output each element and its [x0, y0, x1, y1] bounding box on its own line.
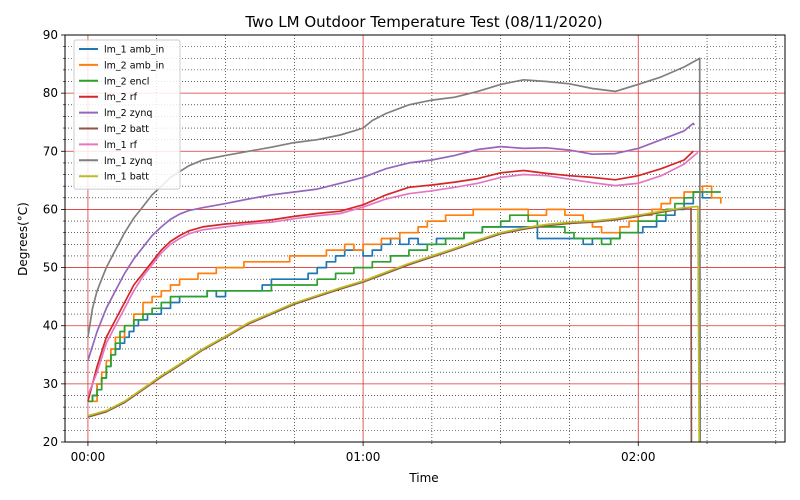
y-tick-label: 70 — [43, 144, 58, 158]
legend: lm_1 amb_in lm_2 amb_in lm_2 encl lm_2 rf lm… — [73, 39, 181, 190]
legend-label: lm_1 amb_in — [104, 45, 164, 56]
legend-label: lm_2 rf — [104, 92, 138, 103]
legend-label: lm_2 batt — [104, 124, 149, 135]
y-tick-label: 20 — [43, 435, 58, 449]
legend-label: lm_1 rf — [104, 140, 138, 151]
legend-label: lm_1 zynq — [104, 156, 152, 167]
legend-label: lm_1 batt — [104, 172, 149, 183]
series-line-lm-2-amb-in — [87, 185, 722, 403]
series-line-lm-1-batt — [87, 205, 701, 443]
series-line-lm-1-zynq — [87, 57, 702, 443]
y-tick-label: 90 — [43, 28, 58, 42]
y-axis-label: Degrees(°C) — [16, 202, 30, 276]
plot-area-frame — [64, 34, 786, 443]
y-tick-label: 80 — [43, 86, 58, 100]
x-tick-label: 01:00 — [346, 450, 381, 464]
series-line-lm-2-batt — [87, 206, 693, 443]
x-tick-label: 00:00 — [71, 450, 106, 464]
axes: 20 30 40 50 60 70 80 90 00:00 01:00 02:00 — [43, 28, 777, 464]
y-tick-label: 40 — [43, 319, 58, 333]
chart-title: Two LM Outdoor Temperature Test (08/11/2… — [244, 13, 602, 31]
series-line-lm-2-encl — [87, 191, 721, 403]
y-tick-label: 60 — [43, 202, 58, 216]
legend-label: lm_2 amb_in — [104, 60, 164, 71]
x-axis-label: Time — [408, 471, 438, 485]
series-line-lm-1-rf — [87, 151, 699, 396]
x-tick-label: 02:00 — [621, 450, 656, 464]
series-line-lm-2-zynq — [87, 122, 695, 361]
y-tick-label: 30 — [43, 377, 58, 391]
legend-label: lm_2 zynq — [104, 108, 152, 119]
y-tick-label: 50 — [43, 261, 58, 275]
legend-label: lm_2 encl — [104, 76, 149, 87]
series-line-lm-2-rf — [87, 150, 694, 402]
legend-box — [73, 39, 181, 190]
series-lines — [87, 57, 722, 443]
